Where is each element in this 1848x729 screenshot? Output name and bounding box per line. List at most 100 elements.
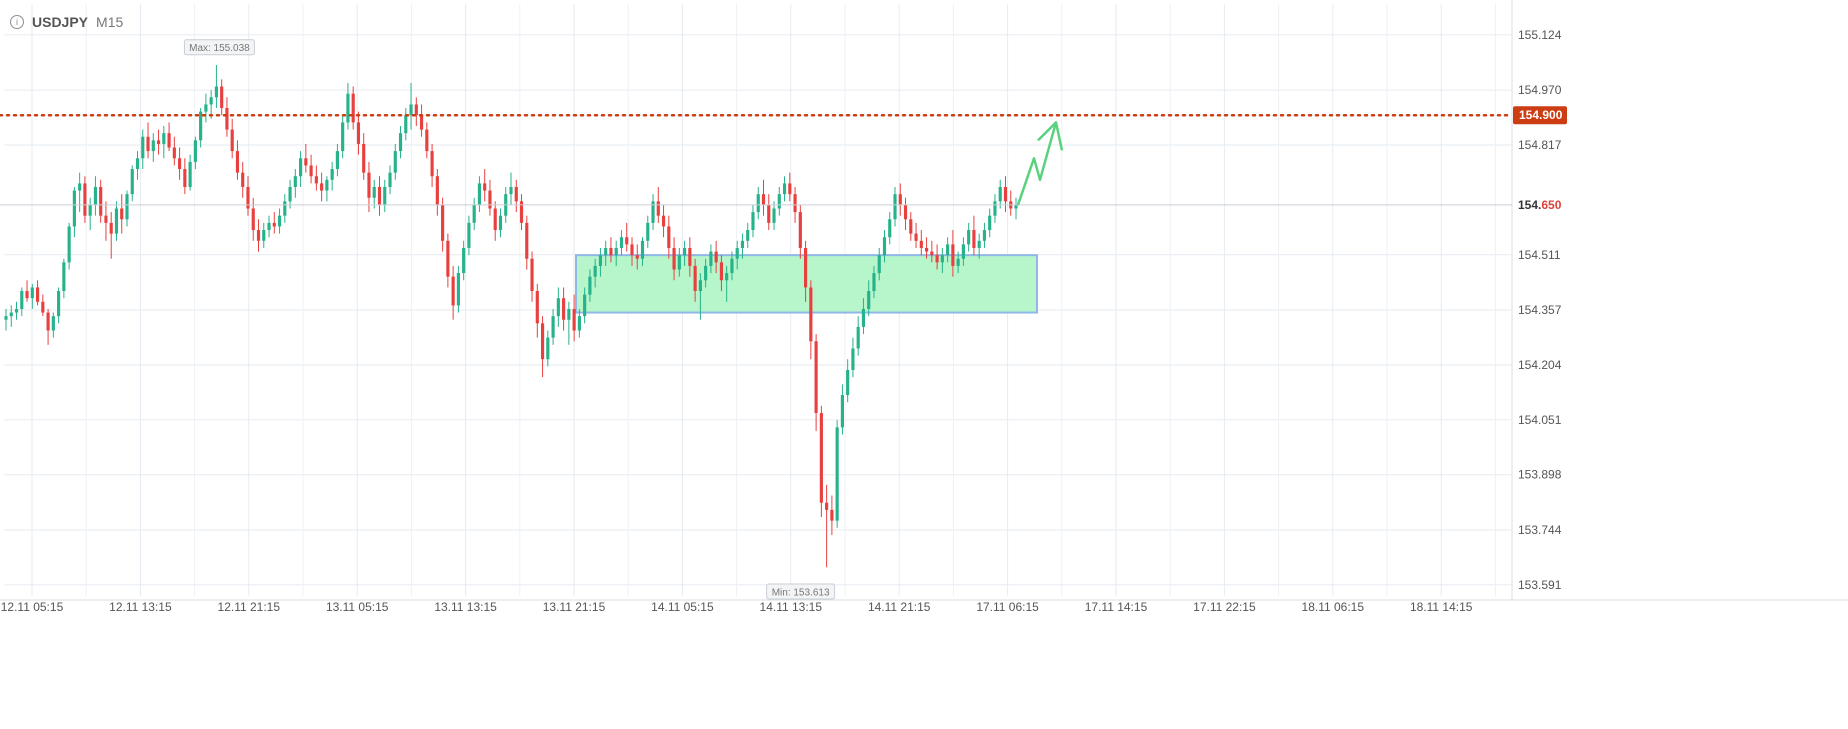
- candle: [393, 143, 397, 180]
- candle: [767, 194, 771, 231]
- timeframe-label[interactable]: M15: [96, 14, 124, 30]
- candle-body: [398, 133, 403, 152]
- candle-body: [1014, 204, 1018, 209]
- candle-body: [914, 233, 918, 241]
- candle-body: [893, 194, 897, 220]
- candle: [977, 233, 981, 259]
- candle: [256, 219, 261, 252]
- candle: [719, 255, 723, 292]
- candle: [125, 190, 129, 227]
- candle-body: [930, 251, 934, 256]
- candle-body: [888, 219, 892, 238]
- candle-body: [530, 258, 534, 292]
- candle-body: [998, 186, 1002, 202]
- candle: [277, 208, 282, 234]
- candle: [183, 158, 187, 195]
- symbol-label[interactable]: USDJPY: [32, 14, 89, 30]
- candle: [630, 237, 634, 266]
- time-tick-label: 17.11 06:15: [976, 600, 1039, 614]
- candle: [441, 197, 445, 252]
- candle-body: [330, 169, 334, 180]
- candle: [104, 201, 108, 241]
- candle-body: [93, 186, 98, 205]
- candle-body: [772, 208, 776, 223]
- candle: [861, 298, 866, 335]
- candle: [730, 251, 734, 281]
- candle: [351, 86, 355, 130]
- candle: [1003, 176, 1008, 213]
- candle: [972, 215, 976, 256]
- candle-body: [414, 104, 418, 116]
- candle: [288, 179, 292, 209]
- info-icon[interactable]: i: [10, 15, 24, 29]
- candle-body: [462, 247, 466, 274]
- candle-body: [178, 158, 182, 170]
- candle-body: [193, 140, 197, 162]
- candle-body: [872, 273, 876, 292]
- candle: [898, 183, 902, 216]
- candle: [425, 122, 429, 159]
- candle: [114, 201, 119, 241]
- candle-body: [740, 240, 745, 248]
- candle: [146, 122, 150, 159]
- candle: [4, 308, 8, 331]
- time-axis[interactable]: 12.11 05:15 12.11 13:15 12.11 21:15 13.11 0…: [1, 600, 1473, 614]
- candle: [25, 280, 29, 302]
- candle: [930, 240, 934, 263]
- candle: [998, 179, 1002, 209]
- candle-body: [430, 151, 434, 177]
- resistance-price-label: 154.900: [1519, 108, 1563, 122]
- candle: [488, 179, 492, 216]
- candle: [619, 230, 624, 256]
- candle: [78, 172, 82, 213]
- candle: [120, 194, 124, 234]
- candle-body: [183, 169, 187, 187]
- candle-body: [661, 215, 666, 227]
- candle: [704, 258, 708, 288]
- candle: [551, 308, 555, 345]
- candle-body: [798, 212, 802, 248]
- candle: [267, 215, 271, 238]
- candle: [346, 82, 350, 130]
- candle: [725, 265, 729, 302]
- candle: [57, 287, 61, 324]
- candle: [593, 258, 597, 288]
- candle-body: [251, 208, 255, 231]
- chart-overlay: Max: 155.038 Min: 153.613: [0, 39, 1514, 600]
- price-axis[interactable]: 155.124 154.970 154.817 154.511 154.357 154.2…: [1513, 28, 1567, 592]
- candle-body: [993, 201, 997, 216]
- candle-body: [51, 316, 55, 331]
- candle-body: [656, 201, 660, 216]
- candle-body: [856, 326, 860, 349]
- candle-body: [225, 108, 229, 130]
- max-label-box: [183, 39, 255, 56]
- max-label: Max: 155.038: [183, 39, 255, 56]
- candle-body: [109, 222, 113, 234]
- candle: [35, 280, 40, 306]
- candle: [1009, 190, 1013, 216]
- candle-body: [283, 201, 287, 216]
- candle-body: [956, 258, 960, 266]
- candle-body: [572, 308, 576, 331]
- candle-body: [919, 240, 923, 248]
- candle: [924, 237, 929, 259]
- candle-body: [525, 222, 529, 259]
- price-tick-label: 154.204: [1518, 358, 1562, 372]
- candle-body: [935, 255, 939, 263]
- candle: [493, 201, 497, 241]
- candle-body: [188, 161, 192, 187]
- candle: [367, 161, 371, 213]
- price-tick-label: 153.591: [1518, 578, 1562, 592]
- candle: [882, 230, 887, 263]
- candle: [567, 301, 571, 345]
- candle: [698, 273, 702, 320]
- candle-body: [683, 247, 687, 256]
- price-tick-label: 155.124: [1518, 28, 1562, 42]
- candle: [851, 337, 855, 378]
- candle: [830, 495, 834, 536]
- candle: [477, 176, 482, 213]
- candle-body: [472, 204, 476, 223]
- min-label-box: [766, 583, 836, 600]
